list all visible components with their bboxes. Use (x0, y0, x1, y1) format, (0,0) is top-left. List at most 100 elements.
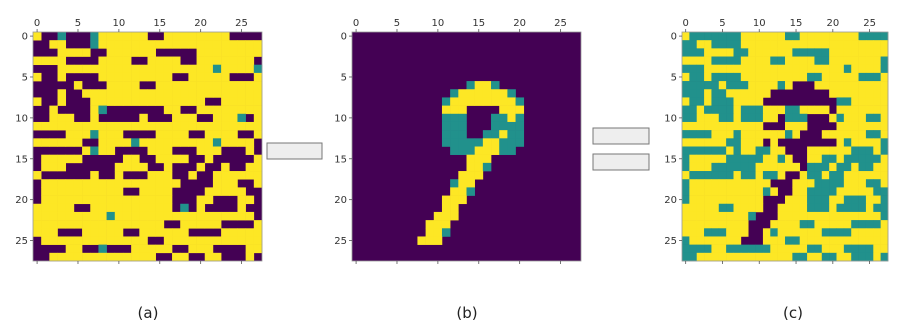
combined-pixel (777, 162, 786, 172)
noise-pixel (73, 220, 83, 229)
combined-pixel (821, 40, 830, 49)
combined-pixel (843, 40, 852, 49)
panel-a-y-tick-label: 0 (22, 32, 28, 43)
combined-pixel (740, 211, 749, 221)
noise-pixel (237, 228, 246, 237)
combined-pixel (843, 211, 852, 221)
digit-pixel (450, 211, 459, 221)
noise-pixel (82, 211, 91, 221)
noise-pixel (237, 138, 246, 147)
noise-pixel (155, 211, 165, 221)
noise-pixel (237, 105, 246, 115)
noise-pixel (245, 138, 255, 147)
panel-b-x-tick-label: 15 (472, 18, 485, 29)
panel-a-y-tick-label: 25 (15, 236, 28, 247)
digit-pixel (433, 236, 443, 245)
combined-pixel (799, 40, 808, 49)
combined-pixel (865, 171, 874, 180)
combined-pixel (682, 146, 690, 155)
noise-pixel (245, 105, 255, 115)
combined-pixel (858, 48, 867, 57)
panel-c-y-tick-label: 10 (664, 113, 677, 124)
noise-pixel (90, 236, 99, 245)
combined-pixel (748, 195, 756, 205)
panel-a-x-ticks: 0 5 10 15 20 25 (34, 18, 248, 264)
noise-pixel (253, 162, 263, 172)
combined-pixel (733, 113, 742, 123)
noise-pixel (90, 113, 99, 123)
combined-pixel (836, 89, 845, 98)
noise-pixel (237, 121, 246, 131)
combined-pixel (762, 171, 771, 180)
combined-pixel (704, 244, 712, 254)
combined-pixel (718, 236, 727, 245)
noise-pixel (98, 121, 107, 131)
digit-pixel (499, 113, 508, 123)
noise-pixel (253, 97, 263, 106)
noise-pixel (49, 228, 58, 237)
combined-pixel (740, 203, 749, 213)
panel-b-y-tick-label: 10 (334, 113, 347, 124)
noise-pixel (204, 211, 214, 221)
noise-pixel (41, 179, 50, 188)
combined-pixel (711, 121, 720, 131)
noise-pixel (212, 146, 222, 155)
noise-pixel (229, 130, 238, 139)
noise-pixel (221, 121, 230, 131)
noise-pixel (90, 146, 99, 155)
combined-pixel (704, 40, 712, 49)
noise-pixel (147, 56, 156, 66)
combined-pixel (689, 40, 698, 49)
noise-pixel (180, 252, 189, 262)
noise-pixel (163, 130, 173, 139)
combined-pixel (858, 32, 867, 41)
combined-pixel (689, 97, 698, 106)
noise-pixel (253, 228, 263, 237)
combined-pixel (785, 236, 793, 245)
digit-pixel (474, 89, 484, 98)
noise-pixel (180, 138, 189, 147)
noise-pixel (82, 179, 91, 188)
combined-pixel (843, 89, 852, 98)
noise-pixel (172, 236, 181, 245)
noise-pixel (172, 130, 181, 139)
noise-pixel (155, 146, 165, 155)
combined-pixel (704, 56, 712, 66)
digit-pixel (499, 146, 508, 155)
combined-pixel (689, 252, 698, 262)
noise-pixel (122, 162, 132, 172)
noise-pixel (229, 113, 238, 123)
combined-pixel (682, 40, 690, 49)
combined-pixel (718, 64, 727, 74)
combined-pixel (777, 105, 786, 115)
combined-pixel (807, 105, 815, 115)
combined-pixel (689, 113, 698, 123)
combined-pixel (851, 179, 859, 188)
noise-pixel (221, 228, 230, 237)
combined-pixel (740, 162, 749, 172)
combined-pixel (814, 162, 823, 172)
noise-pixel (204, 32, 214, 41)
digit-pixel (450, 97, 459, 106)
noise-pixel (172, 81, 181, 90)
combined-pixel (762, 81, 771, 90)
noise-pixel (131, 179, 140, 188)
digit-pixel (507, 121, 516, 131)
combined-pixel (836, 244, 845, 254)
digit-pixel (450, 195, 459, 205)
noise-pixel (163, 81, 173, 90)
combined-pixel (873, 203, 881, 213)
combined-pixel (682, 154, 690, 164)
combined-pixel (748, 56, 756, 66)
combined-pixel (807, 40, 815, 49)
noise-pixel (212, 252, 222, 262)
combined-pixel (814, 146, 823, 155)
noise-pixel (172, 113, 181, 123)
combined-pixel (829, 154, 837, 164)
noise-pixel (131, 220, 140, 229)
noise-pixel (57, 40, 67, 49)
panel-a-x-tick-label: 5 (75, 18, 81, 29)
noise-pixel (122, 154, 132, 164)
noise-pixel (49, 154, 58, 164)
combined-pixel (880, 162, 889, 172)
